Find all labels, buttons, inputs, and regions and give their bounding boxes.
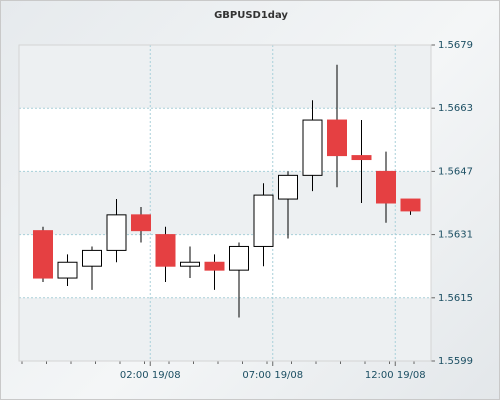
y-tick-label: 1.5663 [438,103,473,114]
candle-down[interactable] [155,234,176,267]
y-tick-label: 1.5679 [438,40,473,51]
x-tick-label: 12:00 19/08 [365,370,426,381]
candle-down[interactable] [204,261,225,271]
candle-down[interactable] [131,214,151,232]
candle-up[interactable] [253,194,274,247]
candle-down[interactable] [351,155,372,161]
candle-up[interactable] [180,261,200,267]
y-tick-label: 1.5615 [438,293,473,304]
y-tick-label: 1.5631 [438,230,473,241]
candle-up[interactable] [229,245,249,271]
plot-band [19,45,431,109]
x-tick-label: 02:00 19/08 [120,370,181,381]
y-tick-label: 1.5599 [438,356,473,367]
candle-up[interactable] [302,119,323,176]
plot-border [18,44,432,362]
candle-down[interactable] [400,198,421,212]
candle-up[interactable] [106,214,127,251]
x-tick-label: 07:00 19/08 [242,370,303,381]
candle-down[interactable] [376,170,396,204]
candle-down[interactable] [33,230,53,279]
y-tick-label: 1.5647 [438,166,473,177]
candle-up[interactable] [82,249,102,267]
candle-up[interactable] [278,174,298,200]
plot-band [19,297,431,361]
candle-up[interactable] [57,261,78,279]
chart-title: GBPUSD1day [214,10,288,21]
plot-band [19,171,431,235]
candle-down[interactable] [327,119,347,157]
